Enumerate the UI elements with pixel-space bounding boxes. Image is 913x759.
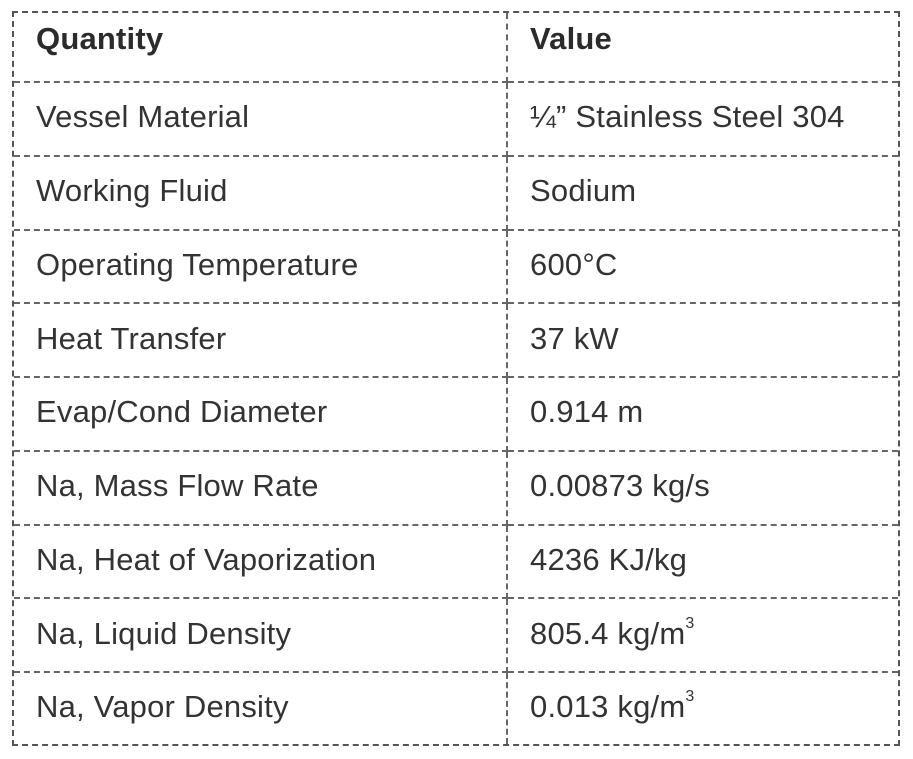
- row-value: Sodium: [506, 154, 898, 231]
- table-row: Na, Liquid Density 805.4 kg/m3: [14, 597, 898, 674]
- row-value: ¼” Stainless Steel 304: [506, 81, 898, 157]
- row-quantity: Working Fluid: [14, 154, 508, 231]
- row-value: 0.914 m: [506, 376, 898, 452]
- row-quantity: Heat Transfer: [14, 302, 508, 379]
- row-value: 600°C: [506, 228, 898, 305]
- row-quantity: Na, Liquid Density: [14, 597, 508, 674]
- row-value-text: 0.00873 kg/s: [530, 468, 710, 504]
- table-row: Vessel Material ¼” Stainless Steel 304: [14, 81, 898, 157]
- header-quantity: Quantity: [14, 13, 508, 83]
- row-value-text: 805.4 kg/m: [530, 615, 686, 651]
- table-row: Operating Temperature 600°C: [14, 228, 898, 305]
- row-value-text: 0.914 m: [530, 394, 644, 430]
- table-row: Heat Transfer 37 kW: [14, 302, 898, 379]
- table-row: Na, Mass Flow Rate 0.00873 kg/s: [14, 449, 898, 526]
- table-row: Evap/Cond Diameter 0.914 m: [14, 376, 898, 452]
- row-quantity: Na, Vapor Density: [14, 671, 508, 744]
- row-quantity: Vessel Material: [14, 81, 508, 157]
- row-value-superscript: 3: [685, 688, 695, 706]
- row-value-text: 4236 KJ/kg: [530, 541, 688, 577]
- table-row: Working Fluid Sodium: [14, 154, 898, 231]
- header-value: Value: [506, 13, 898, 83]
- row-value: 0.00873 kg/s: [506, 449, 898, 526]
- row-value: 805.4 kg/m3: [506, 597, 898, 674]
- table-row: Na, Heat of Vaporization 4236 KJ/kg: [14, 523, 898, 600]
- table-row: Na, Vapor Density 0.013 kg/m3: [14, 671, 898, 744]
- row-value-text: 37 kW: [530, 320, 619, 356]
- row-value: 4236 KJ/kg: [506, 523, 898, 600]
- row-value-text: 600°C: [530, 246, 618, 282]
- row-quantity: Na, Mass Flow Rate: [14, 449, 508, 526]
- row-quantity: Operating Temperature: [14, 228, 508, 305]
- row-value-text: ¼” Stainless Steel 304: [530, 99, 845, 135]
- row-value-text: Sodium: [530, 173, 637, 209]
- row-value-text: 0.013 kg/m: [530, 689, 686, 725]
- table-header-row: Quantity Value: [14, 13, 898, 83]
- properties-table: Quantity Value Vessel Material ¼” Stainl…: [14, 13, 898, 744]
- row-value-superscript: 3: [685, 614, 695, 632]
- row-value: 37 kW: [506, 302, 898, 379]
- row-value: 0.013 kg/m3: [506, 671, 898, 744]
- row-quantity: Na, Heat of Vaporization: [14, 523, 508, 600]
- row-quantity: Evap/Cond Diameter: [14, 376, 508, 452]
- properties-table-frame: Quantity Value Vessel Material ¼” Stainl…: [12, 11, 900, 746]
